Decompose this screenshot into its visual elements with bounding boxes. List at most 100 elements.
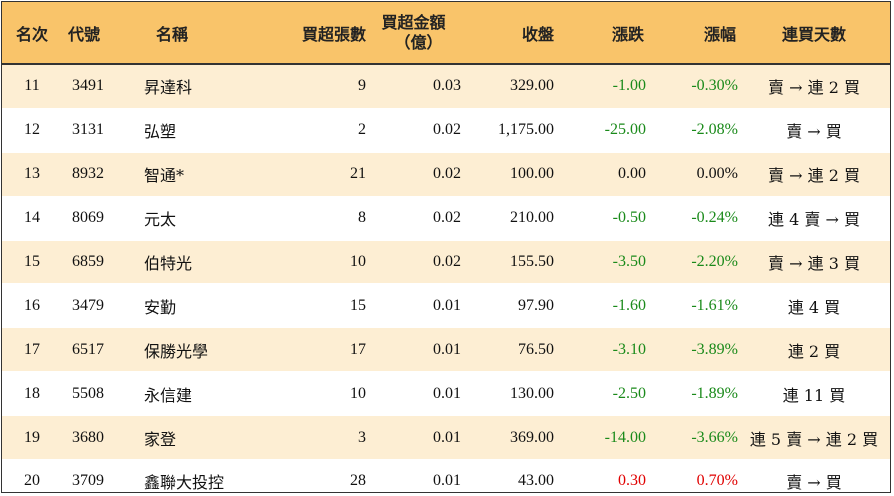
cell-buy-amount: 0.02 — [366, 240, 461, 285]
cell-name: 家登 — [140, 415, 256, 461]
cell-rank: 12 — [2, 108, 62, 153]
cell-code: 3131 — [62, 108, 140, 153]
cell-rank: 20 — [2, 459, 62, 492]
cell-change-pct: -0.24% — [646, 196, 738, 241]
cell-buy-amount: 0.01 — [366, 459, 461, 492]
cell-buy-amount: 0.03 — [366, 64, 461, 109]
cell-close: 130.00 — [461, 371, 554, 417]
table-row: 17 6517 保勝光學 17 0.01 76.50 -3.10 -3.89% 連 2 買 — [2, 327, 890, 373]
header-change-pct: 漲幅 — [646, 2, 738, 65]
cell-consecutive-days: 賣 → 連 2 買 — [738, 64, 890, 109]
cell-buy-amount: 0.01 — [366, 415, 461, 461]
cell-change-pct: -2.08% — [646, 108, 738, 153]
cell-close: 329.00 — [461, 64, 554, 109]
cell-code: 6517 — [62, 327, 140, 373]
cell-name: 元太 — [140, 196, 256, 241]
cell-buy-sheets: 9 — [256, 64, 366, 109]
cell-code: 3709 — [62, 459, 140, 492]
table-row: 11 3491 昇達科 9 0.03 329.00 -1.00 -0.30% 賣 → 連 2 買 — [2, 64, 890, 109]
cell-close: 100.00 — [461, 152, 554, 197]
header-buy-sheets: 買超張數 — [256, 2, 366, 65]
cell-code: 8069 — [62, 196, 140, 241]
cell-code: 3680 — [62, 415, 140, 461]
cell-change: -1.00 — [554, 64, 646, 109]
header-code: 代號 — [62, 2, 140, 65]
cell-rank: 11 — [2, 64, 62, 109]
cell-name: 昇達科 — [140, 64, 256, 109]
cell-close: 210.00 — [461, 196, 554, 241]
cell-buy-amount: 0.01 — [366, 327, 461, 373]
header-rank: 名次 — [2, 2, 62, 65]
cell-change: 0.30 — [554, 459, 646, 492]
cell-code: 5508 — [62, 371, 140, 417]
header-change: 漲跌 — [554, 2, 646, 65]
cell-change: -0.50 — [554, 196, 646, 241]
cell-rank: 17 — [2, 327, 62, 373]
cell-change-pct: -3.89% — [646, 327, 738, 373]
table-row: 14 8069 元太 8 0.02 210.00 -0.50 -0.24% 連 4 賣 → 買 — [2, 196, 890, 241]
cell-code: 6859 — [62, 240, 140, 285]
cell-buy-sheets: 10 — [256, 240, 366, 285]
header-consecutive-days: 連買天數 — [738, 2, 890, 65]
cell-consecutive-days: 連 4 買 — [738, 283, 890, 329]
cell-change-pct: -3.66% — [646, 415, 738, 461]
cell-buy-sheets: 17 — [256, 327, 366, 373]
cell-code: 3479 — [62, 283, 140, 329]
table-row: 20 3709 鑫聯大投控 28 0.01 43.00 0.30 0.70% 賣 → 買 — [2, 459, 890, 492]
cell-close: 155.50 — [461, 240, 554, 285]
cell-name: 安勤 — [140, 283, 256, 329]
cell-consecutive-days: 賣 → 連 2 買 — [738, 152, 890, 197]
cell-name: 保勝光學 — [140, 327, 256, 373]
cell-change-pct: -0.30% — [646, 64, 738, 109]
cell-name: 弘塑 — [140, 108, 256, 153]
cell-rank: 13 — [2, 152, 62, 197]
cell-close: 76.50 — [461, 327, 554, 373]
cell-change-pct: -1.89% — [646, 371, 738, 417]
cell-buy-amount: 0.02 — [366, 196, 461, 241]
cell-name: 智通* — [140, 152, 256, 197]
cell-close: 369.00 — [461, 415, 554, 461]
cell-change-pct: 0.00% — [646, 152, 738, 197]
cell-consecutive-days: 連 11 買 — [738, 371, 890, 417]
cell-code: 3491 — [62, 64, 140, 109]
cell-rank: 16 — [2, 283, 62, 329]
table-header-row: 名次 代號 名稱 買超張數 買超金額 （億） 收盤 漲跌 漲幅 連買天數 — [2, 2, 890, 65]
cell-buy-amount: 0.01 — [366, 371, 461, 417]
cell-name: 鑫聯大投控 — [140, 459, 256, 492]
table-row: 18 5508 永信建 10 0.01 130.00 -2.50 -1.89% 連 11 買 — [2, 371, 890, 417]
cell-consecutive-days: 賣 → 買 — [738, 108, 890, 153]
cell-change: -1.60 — [554, 283, 646, 329]
cell-rank: 18 — [2, 371, 62, 417]
header-close: 收盤 — [461, 2, 554, 65]
header-buy-amount-line1: 買超金額 — [381, 12, 446, 32]
cell-buy-sheets: 8 — [256, 196, 366, 241]
cell-buy-sheets: 21 — [256, 152, 366, 197]
cell-buy-amount: 0.02 — [366, 152, 461, 197]
cell-consecutive-days: 賣 → 連 3 買 — [738, 240, 890, 285]
table-row: 15 6859 伯特光 10 0.02 155.50 -3.50 -2.20% 賣 → 連 3 … — [2, 240, 890, 285]
cell-name: 伯特光 — [140, 240, 256, 285]
cell-buy-amount: 0.01 — [366, 283, 461, 329]
cell-rank: 19 — [2, 415, 62, 461]
header-buy-amount: 買超金額 （億） — [366, 2, 461, 65]
header-buy-amount-unit: （億） — [394, 32, 443, 52]
cell-consecutive-days: 連 2 買 — [738, 327, 890, 373]
cell-rank: 14 — [2, 196, 62, 241]
cell-change-pct: -1.61% — [646, 283, 738, 329]
cell-buy-sheets: 28 — [256, 459, 366, 492]
cell-buy-sheets: 2 — [256, 108, 366, 153]
cell-name: 永信建 — [140, 371, 256, 417]
header-name: 名稱 — [140, 2, 256, 65]
cell-close: 97.90 — [461, 283, 554, 329]
cell-change: -25.00 — [554, 108, 646, 153]
cell-rank: 15 — [2, 240, 62, 285]
cell-close: 1,175.00 — [461, 108, 554, 153]
cell-change: -3.10 — [554, 327, 646, 373]
cell-consecutive-days: 連 4 賣 → 買 — [738, 196, 890, 241]
cell-change: -2.50 — [554, 371, 646, 417]
table-row: 13 8932 智通* 21 0.02 100.00 0.00 0.00% 賣 → 連 2 買 — [2, 152, 890, 197]
cell-buy-sheets: 10 — [256, 371, 366, 417]
cell-code: 8932 — [62, 152, 140, 197]
